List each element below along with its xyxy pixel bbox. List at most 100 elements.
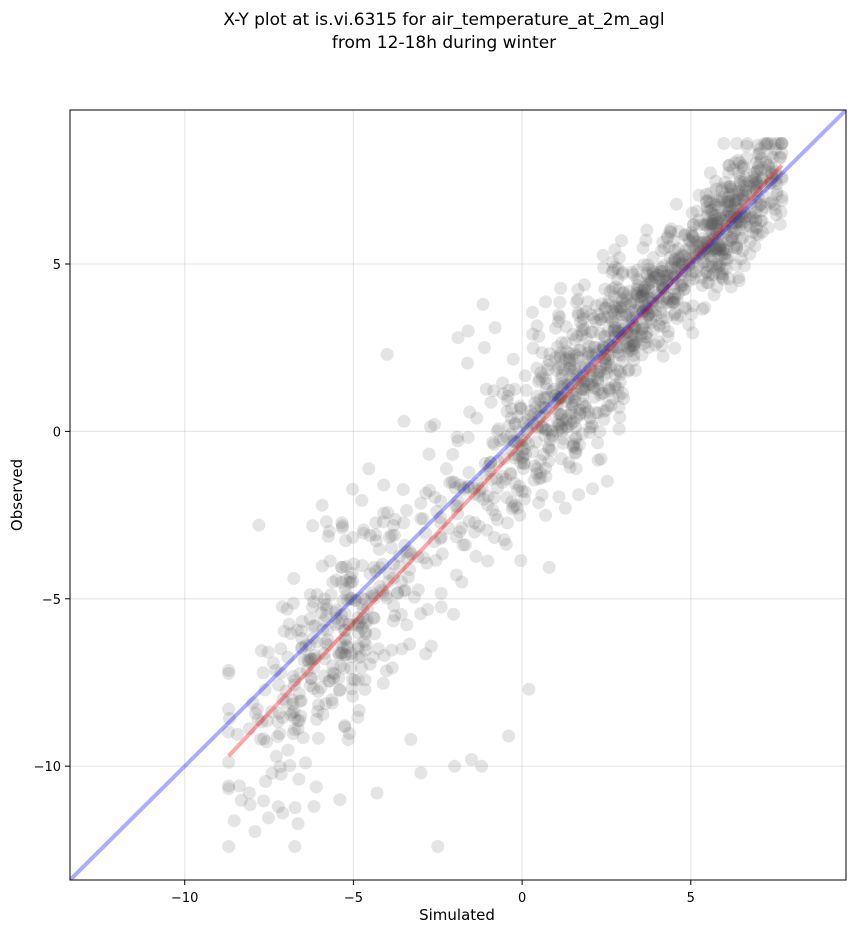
scatter-point <box>515 484 529 498</box>
scatter-point <box>461 356 474 370</box>
scatter-point <box>652 318 666 331</box>
scatter-point <box>513 508 527 522</box>
scatter-point <box>325 696 339 710</box>
scatter-point <box>490 513 504 527</box>
scatter-point <box>355 621 369 635</box>
scatter-point <box>655 280 669 294</box>
scatter-point <box>665 256 679 270</box>
scatter-point <box>633 290 647 304</box>
scatter-point <box>713 209 727 223</box>
scatter-point <box>334 560 348 574</box>
scatter-point <box>725 182 739 196</box>
scatter-point <box>318 592 331 606</box>
scatter-point <box>729 258 743 272</box>
scatter-point <box>558 501 572 515</box>
scatter-point <box>583 421 597 435</box>
scatter-point <box>295 640 309 654</box>
scatter-point <box>306 631 320 645</box>
scatter-point <box>272 678 286 692</box>
scatter-point <box>740 137 754 150</box>
scatter-point <box>641 291 655 305</box>
scatter-point <box>492 422 506 436</box>
scatter-point <box>511 410 525 424</box>
scatter-point <box>570 368 584 382</box>
scatter-point <box>597 413 611 426</box>
scatter-point <box>754 197 768 211</box>
scatter-point <box>273 727 287 741</box>
scatter-point <box>451 494 465 508</box>
scatter-point <box>734 231 748 245</box>
scatter-point <box>638 280 652 294</box>
scatter-point <box>601 399 615 413</box>
scatter-point <box>596 340 610 354</box>
scatter-point <box>677 283 691 296</box>
scatter-point <box>627 348 641 362</box>
scatter-point <box>527 407 541 421</box>
scatter-point <box>668 270 682 283</box>
scatter-point <box>717 243 731 256</box>
scatter-point <box>508 451 522 465</box>
scatter-point <box>667 253 681 267</box>
scatter-point <box>715 184 729 198</box>
scatter-point <box>430 505 444 518</box>
scatter-point <box>720 208 734 222</box>
scatter-point <box>645 275 659 289</box>
scatter-point <box>732 274 746 288</box>
scatter-point <box>534 466 548 480</box>
scatter-point <box>303 612 317 626</box>
scatter-point <box>660 268 674 282</box>
scatter-point <box>339 648 353 662</box>
scatter-point <box>692 188 706 202</box>
scatter-point <box>687 251 700 264</box>
scatter-point <box>496 376 510 390</box>
scatter-point <box>563 368 577 382</box>
scatter-point <box>535 346 549 360</box>
scatter-point <box>579 304 593 318</box>
scatter-point <box>308 619 322 633</box>
scatter-point <box>502 383 516 397</box>
scatter-point <box>727 207 741 220</box>
scatter-point <box>392 549 406 563</box>
scatter-point <box>288 840 302 853</box>
scatter-point <box>629 286 643 300</box>
scatter-point <box>618 321 632 335</box>
scatter-point <box>718 203 732 217</box>
scatter-point <box>608 322 622 336</box>
scatter-point <box>709 243 722 257</box>
scatter-point <box>754 214 768 228</box>
scatter-point <box>538 401 552 415</box>
scatter-point <box>711 212 725 226</box>
scatter-point <box>749 206 763 220</box>
scatter-point <box>638 299 651 313</box>
scatter-point <box>687 243 700 257</box>
scatter-point <box>545 385 559 399</box>
scatter-point <box>463 405 477 419</box>
scatter-point <box>472 489 486 503</box>
scatter-point <box>599 356 613 369</box>
scatter-point <box>668 252 682 266</box>
scatter-point <box>607 324 621 337</box>
scatter-point <box>736 183 749 197</box>
scatter-point <box>414 496 428 510</box>
scatter-point <box>768 137 782 150</box>
scatter-point <box>608 330 622 344</box>
scatter-point <box>555 413 569 427</box>
scatter-point <box>468 516 482 530</box>
y-axis-label: Observed <box>8 459 26 531</box>
scatter-point <box>728 196 742 210</box>
scatter-point <box>630 282 644 296</box>
scatter-point <box>626 311 640 325</box>
scatter-point <box>682 233 695 246</box>
scatter-point <box>606 340 619 354</box>
scatter-point <box>554 407 568 421</box>
scatter-point <box>708 208 722 222</box>
scatter-point <box>697 243 711 257</box>
scatter-point <box>597 309 611 323</box>
scatter-point <box>716 222 730 236</box>
scatter-point <box>568 394 582 408</box>
scatter-point <box>591 453 605 467</box>
scatter-point <box>490 472 504 486</box>
scatter-point <box>612 422 626 436</box>
scatter-point <box>533 372 547 386</box>
scatter-point <box>692 213 706 227</box>
